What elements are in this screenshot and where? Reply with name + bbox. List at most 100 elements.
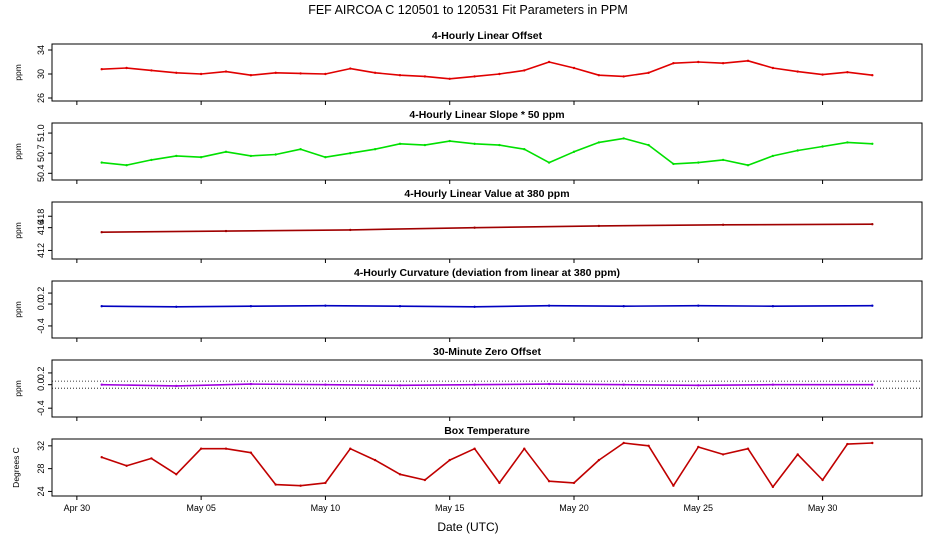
y-tick-label: 0.0 [36, 378, 46, 391]
data-point [547, 480, 551, 483]
data-point [622, 305, 625, 308]
data-point [224, 229, 228, 233]
data-point [572, 150, 576, 153]
data-point [100, 161, 103, 164]
data-point [597, 458, 601, 462]
data-point [697, 384, 700, 387]
x-tick-label: May 25 [684, 503, 714, 513]
data-point [150, 457, 153, 460]
plot-frame [51, 201, 923, 260]
data-point [871, 304, 874, 307]
data-point [796, 149, 799, 152]
data-point [349, 447, 352, 450]
data-point [473, 142, 476, 145]
data-point [721, 62, 725, 65]
data-point [647, 444, 650, 447]
y-tick-label: 418 [36, 209, 46, 224]
data-point [175, 473, 178, 476]
y-tick-label: 0.2 [36, 287, 46, 300]
panel-1: 4-Hourly Linear Offset ppm 26 30 34 [13, 30, 923, 105]
data-point [274, 71, 277, 75]
y-axis-label: ppm [13, 301, 23, 318]
x-axis-label: Date (UTC) [437, 520, 498, 534]
data-point [175, 154, 178, 158]
data-point [473, 75, 476, 78]
y-tick-label: -0.4 [36, 400, 46, 416]
series-line [101, 304, 873, 308]
data-point [249, 154, 253, 158]
data-point [324, 383, 327, 386]
data-point [299, 72, 302, 75]
data-point [672, 484, 675, 487]
data-point [771, 154, 775, 158]
data-point [498, 481, 501, 485]
data-point [324, 304, 327, 307]
panel-title: 4-Hourly Linear Slope * 50 ppm [409, 109, 564, 121]
data-point [249, 382, 253, 386]
data-point [398, 74, 402, 77]
data-point [523, 447, 526, 450]
data-point [398, 305, 402, 308]
y-axis-label: ppm [13, 222, 23, 239]
data-point [175, 71, 178, 75]
data-point [647, 143, 650, 147]
data-point [846, 71, 849, 74]
data-point [547, 382, 551, 386]
data-point [697, 445, 700, 449]
y-tick-label: 416 [36, 220, 46, 235]
chart-panels: 4-Hourly Linear Offsetppm2630344-Hourly … [11, 30, 923, 513]
data-point [224, 447, 228, 450]
data-point [249, 74, 253, 77]
data-point [349, 152, 352, 155]
data-point [448, 77, 451, 81]
y-tick-label: 26 [36, 93, 46, 103]
x-tick-labels: Apr 30 May 05 May 10 May 15 May 20 May 25 May … [64, 503, 838, 513]
data-point [150, 69, 153, 72]
data-point [324, 156, 327, 159]
data-point [821, 73, 824, 76]
data-point [224, 70, 228, 73]
series-line [101, 223, 873, 233]
data-point [622, 137, 625, 140]
data-point [100, 231, 103, 234]
data-point [299, 484, 302, 487]
data-point [821, 145, 824, 148]
y-tick-label: 34 [36, 45, 46, 55]
data-point [871, 383, 874, 386]
y-tick-label: 0.0 [36, 298, 46, 311]
x-tick-label: Apr 30 [64, 503, 91, 513]
plot-frame [51, 280, 923, 339]
data-point [721, 223, 725, 226]
series-line [101, 137, 873, 166]
data-point [324, 72, 327, 76]
x-tick-label: May 30 [808, 503, 838, 513]
data-point [672, 62, 675, 65]
data-point [448, 458, 451, 462]
data-point [448, 139, 451, 143]
panel-6: Box Temperature Degrees C 24 28 32 [11, 425, 923, 500]
data-point [423, 478, 427, 482]
panel-5: 30-Minute Zero Offset ppm -0.4 0.00.2 [13, 346, 923, 421]
data-point [224, 150, 228, 153]
data-point [746, 59, 750, 62]
data-point [498, 72, 501, 76]
data-point [373, 71, 377, 75]
y-tick-label: 412 [36, 243, 46, 258]
data-point [199, 447, 203, 450]
data-point [125, 464, 128, 467]
data-point [398, 384, 402, 387]
data-point [622, 75, 625, 78]
data-point [150, 158, 153, 162]
data-point [771, 383, 775, 386]
data-point [373, 458, 377, 462]
data-point [473, 305, 476, 308]
x-tick-label: May 20 [559, 503, 589, 513]
y-axis-label: ppm [13, 64, 23, 81]
panel-2: 4-Hourly Linear Slope * 50 ppm ppm 50.4 50.… [13, 109, 923, 184]
data-point [199, 72, 203, 76]
data-point [398, 142, 402, 145]
data-point [697, 304, 700, 307]
chart-title: FEF AIRCOA C 120501 to 120531 Fit Parame… [308, 3, 628, 17]
y-tick-label: -0.4 [36, 318, 46, 334]
